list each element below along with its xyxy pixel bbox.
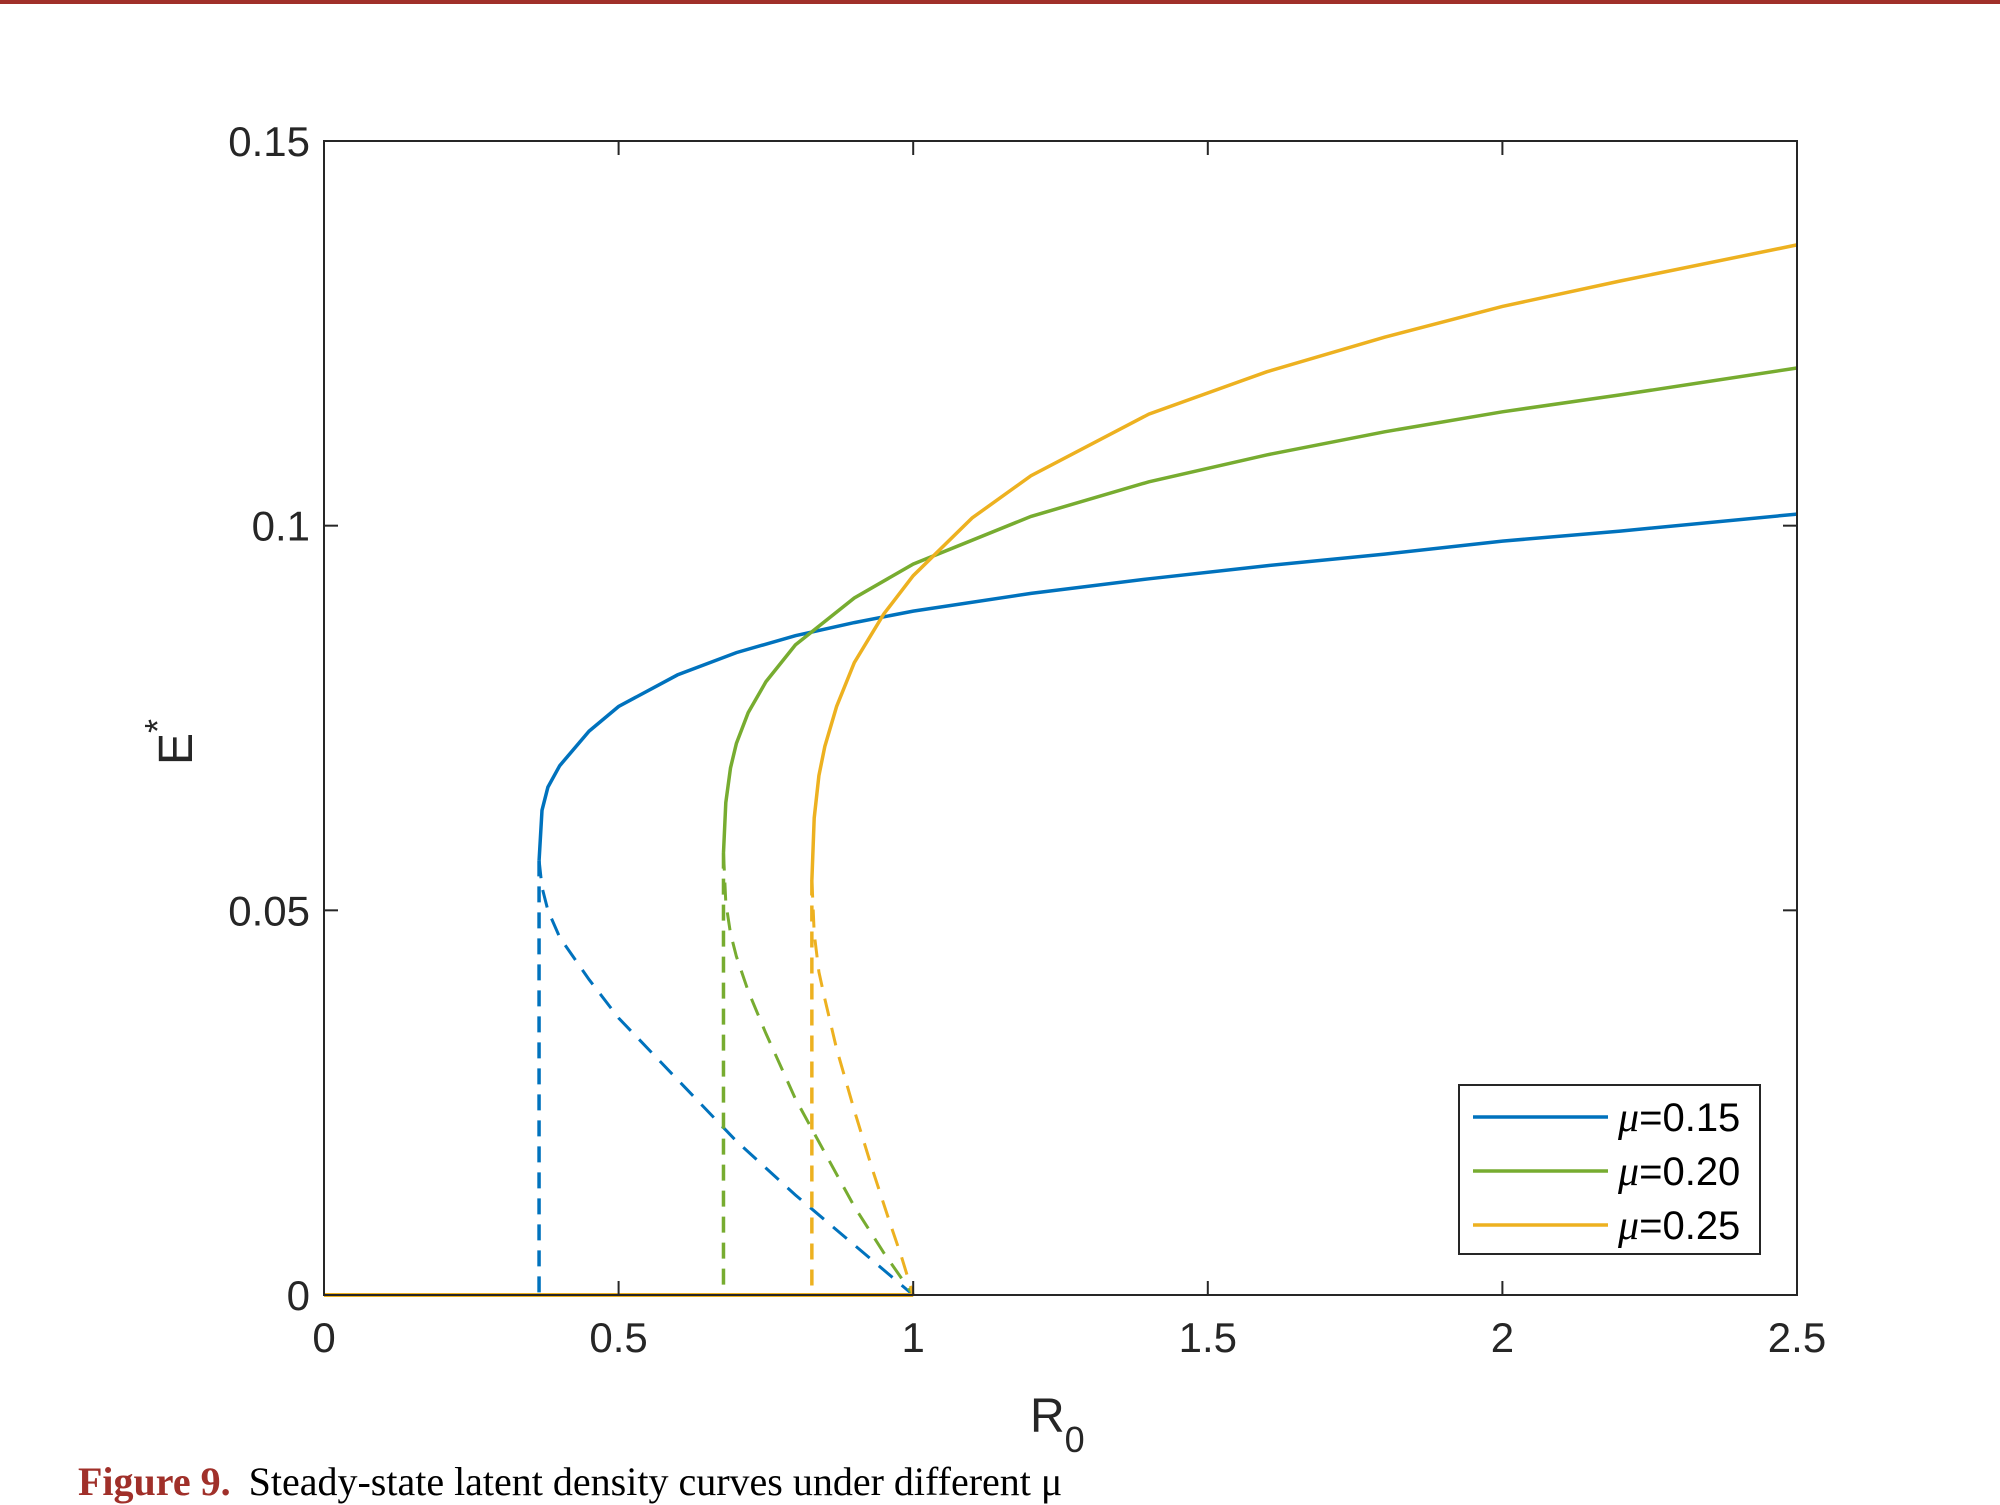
series-2-stable-branch [721,366,1798,853]
y-tick-label-0: 0 [287,1272,310,1319]
legend-label-2: μ=0.20 [1617,1149,1740,1195]
x-axis-label: R0 [1030,1390,1085,1460]
figure-caption: Figure 9. Steady-state latent density cur… [78,1458,1062,1505]
series-2-unstable-branch [722,852,915,1296]
series-3-unstable-branch [810,879,915,1296]
top-rule [0,0,2000,4]
y-axis-label-superscript: * [137,719,178,733]
legend: μ=0.15 μ=0.20 μ=0.25 [1458,1084,1761,1255]
x-tick-label-3: 1.5 [1179,1314,1237,1361]
y-tick-label-2: 0.1 [252,503,310,550]
legend-label-1: μ=0.15 [1617,1095,1740,1141]
x-tick-label-5: 2.5 [1768,1314,1826,1361]
x-tick-label-0: 0 [312,1314,335,1361]
y-tick-label-1: 0.05 [228,887,310,934]
x-axis-label-subscript: 0 [1065,1419,1085,1460]
y-axis-label-group: E* [137,719,203,765]
tick-layer: 0 0.5 1 1.5 2 2.5 0 0.05 0.1 0.15 [228,118,1826,1361]
plot-area-box [323,140,1798,1296]
legend-label-3: μ=0.25 [1617,1203,1740,1249]
series-1-stable-branch [537,512,1798,861]
x-tick-label-4: 2 [1491,1314,1514,1361]
x-tick-label-2: 1 [902,1314,925,1361]
figure-caption-text: Steady-state latent density curves under… [248,1459,1063,1504]
y-axis-label: E* [137,719,203,765]
figure-caption-label: Figure 9. [78,1459,231,1504]
y-tick-label-3: 0.15 [228,118,310,165]
series-3-stable-branch [810,243,1798,880]
series-1-unstable-branch [537,860,915,1297]
x-tick-label-1: 0.5 [589,1314,647,1361]
